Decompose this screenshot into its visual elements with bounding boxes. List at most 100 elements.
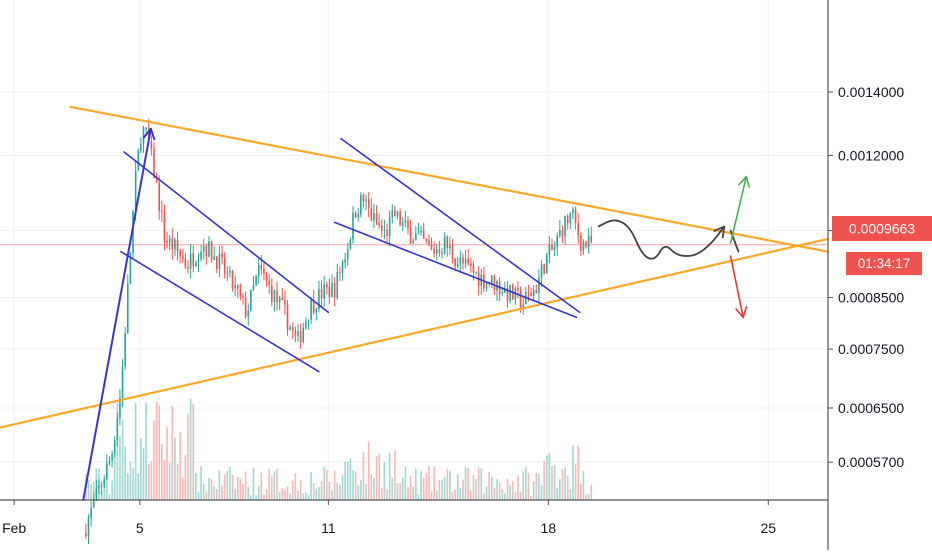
volume-bar	[200, 466, 202, 500]
projection-tail-line	[729, 229, 740, 253]
volume-bar	[325, 470, 328, 500]
candle-body	[556, 235, 559, 247]
candle-body	[244, 297, 247, 317]
candle-body	[370, 208, 373, 221]
volume-bar	[470, 490, 472, 500]
volume-bar	[305, 492, 307, 500]
volume-bar	[216, 488, 218, 500]
volume-bar	[273, 471, 276, 500]
candle-body	[354, 212, 357, 218]
channel-1-upper-line	[123, 151, 330, 314]
volume-bar	[464, 466, 467, 500]
candle-body	[320, 289, 323, 299]
volume-bar	[394, 450, 396, 500]
candle-body	[121, 366, 124, 398]
candle-body	[446, 236, 449, 249]
volume-bar	[454, 489, 456, 500]
volume-bar	[140, 438, 142, 500]
volume-bar	[187, 414, 189, 500]
volume-bar	[263, 494, 265, 500]
axes: 0.00140000.00120000.00100000.00085000.00…	[0, 0, 904, 550]
volume-bar	[352, 470, 354, 500]
candle-body	[504, 288, 506, 293]
candle-body	[195, 262, 197, 267]
volume-bar	[226, 470, 229, 500]
volume-bar	[163, 460, 166, 500]
volume-bar	[92, 481, 95, 500]
candle-body	[286, 304, 289, 330]
candle-body	[126, 283, 129, 334]
volume-bar	[276, 468, 278, 500]
candle-body	[443, 236, 446, 253]
candle-body	[181, 256, 184, 259]
price-tick-label: 0.0012000	[838, 147, 904, 163]
candle-body	[333, 282, 336, 298]
volume-bar	[585, 494, 587, 500]
candle-body	[564, 215, 566, 237]
candle-body	[166, 240, 168, 243]
triangle-resistance-line	[69, 105, 830, 253]
volume-bar	[467, 468, 470, 500]
volume-bar	[527, 472, 530, 500]
volume-bar	[278, 492, 281, 500]
volume-bar	[438, 479, 441, 500]
volume-bar	[443, 476, 446, 500]
candle-body	[569, 213, 572, 224]
volume-bar	[459, 487, 462, 500]
volume-bar	[192, 403, 195, 500]
volume-bar	[121, 419, 124, 500]
candle-body	[216, 256, 218, 270]
volume-bar	[145, 402, 147, 500]
candle-body	[218, 253, 221, 270]
candle-body	[420, 230, 422, 233]
volume-bar	[407, 487, 409, 500]
candle-body	[396, 211, 399, 217]
candle-body	[540, 264, 543, 278]
price-axis[interactable]: 0.00140000.00120000.00100000.00085000.00…	[828, 84, 904, 470]
candle-body	[341, 262, 344, 274]
candle-body	[417, 232, 420, 234]
candle-body	[530, 292, 532, 297]
volume-bar	[525, 467, 527, 500]
price-tick-label: 0.0007500	[838, 341, 904, 357]
candle-body	[357, 214, 360, 218]
candle-body	[449, 245, 451, 249]
volume-bar	[365, 483, 367, 500]
volume-bar	[522, 471, 525, 500]
volume-bar	[530, 495, 532, 500]
candle-body	[399, 211, 401, 226]
candle-body	[174, 239, 176, 250]
volume-bar	[208, 477, 210, 500]
volume-bar	[553, 464, 556, 500]
candle-body	[200, 251, 202, 260]
candle-body	[103, 479, 106, 486]
volume-bar	[582, 470, 585, 500]
volume-bar	[451, 492, 454, 500]
volume-bar	[532, 481, 535, 500]
candle-body	[409, 228, 412, 243]
candle-body	[202, 245, 205, 252]
breakout-down-arrow-line	[729, 255, 744, 319]
candle-body	[108, 460, 111, 464]
candle-body	[517, 287, 519, 291]
candle-body	[312, 300, 315, 313]
candle-body	[577, 223, 579, 236]
volume-bar	[333, 470, 336, 500]
volume-bar	[477, 467, 480, 500]
candle-body	[328, 287, 331, 297]
candle-body	[265, 274, 268, 281]
candle-body	[365, 199, 367, 202]
volume-bar	[430, 491, 433, 500]
candle-body	[422, 230, 425, 239]
candle-body	[462, 257, 464, 264]
time-axis[interactable]: Feb 5 11 18 25	[2, 500, 776, 536]
volume-bar	[218, 470, 221, 500]
volume-bar	[574, 464, 577, 500]
volume-bar	[323, 466, 325, 500]
volume-bar	[189, 398, 192, 500]
volume-bar	[428, 466, 430, 500]
volume-bar	[496, 479, 498, 500]
volume-bar	[147, 464, 150, 500]
volume-bar	[100, 491, 103, 500]
candle-body	[438, 249, 441, 254]
